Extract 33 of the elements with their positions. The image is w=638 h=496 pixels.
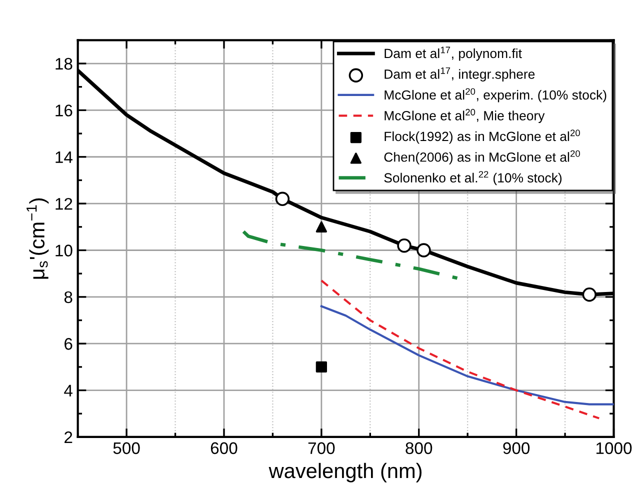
point — [275, 192, 290, 206]
y-tick-label: 12 — [56, 198, 72, 210]
y-tick-label: 14 — [56, 151, 72, 163]
legend-label: Flock(1992) as in McGlone et al$^{20}$ — [384, 130, 580, 144]
legend-label: Dam et al$^{17}$, integr.sphere — [384, 67, 535, 82]
point — [316, 221, 327, 232]
line-series — [320, 280, 600, 420]
x-tick-label: 500 — [113, 442, 140, 454]
x-tick-label: 600 — [210, 442, 238, 454]
point — [416, 243, 431, 258]
line-series — [320, 305, 614, 406]
y-tick-label: 2 — [64, 431, 72, 444]
legend-label: McGlone et al$^{20}$, Mie theory — [384, 108, 545, 123]
y-tick-label: 16 — [56, 104, 72, 116]
y-axis-title: μ$_{s}$'(cm$^{−1}$) — [26, 198, 49, 279]
x-tick-label: 1000 — [596, 442, 632, 454]
y-tick-label: 18 — [56, 58, 72, 70]
x-tick-label: 900 — [503, 442, 530, 454]
line-series — [242, 230, 460, 280]
legend-label: Dam et al$^{17}$, polynom.fit — [384, 46, 522, 61]
x-tick-label: 700 — [308, 442, 335, 454]
x-tick-label: 800 — [406, 442, 432, 454]
y-tick-label: 4 — [64, 384, 72, 396]
y-tick-label: 8 — [64, 291, 72, 304]
y-tick-label: 10 — [56, 244, 72, 256]
legend-label: Solonenko et al.$^{22}$ (10% stock) — [384, 171, 562, 186]
x-axis-title: wavelength (nm) — [268, 462, 422, 482]
legend-label: Chen(2006) as in McGlone et al$^{20}$ — [384, 150, 580, 164]
legend-label: McGlone et al$^{20}$, experim. (10% stock) — [384, 88, 606, 102]
point — [397, 238, 412, 253]
point — [316, 361, 327, 373]
y-tick-label: 6 — [64, 338, 72, 350]
point — [582, 287, 597, 302]
